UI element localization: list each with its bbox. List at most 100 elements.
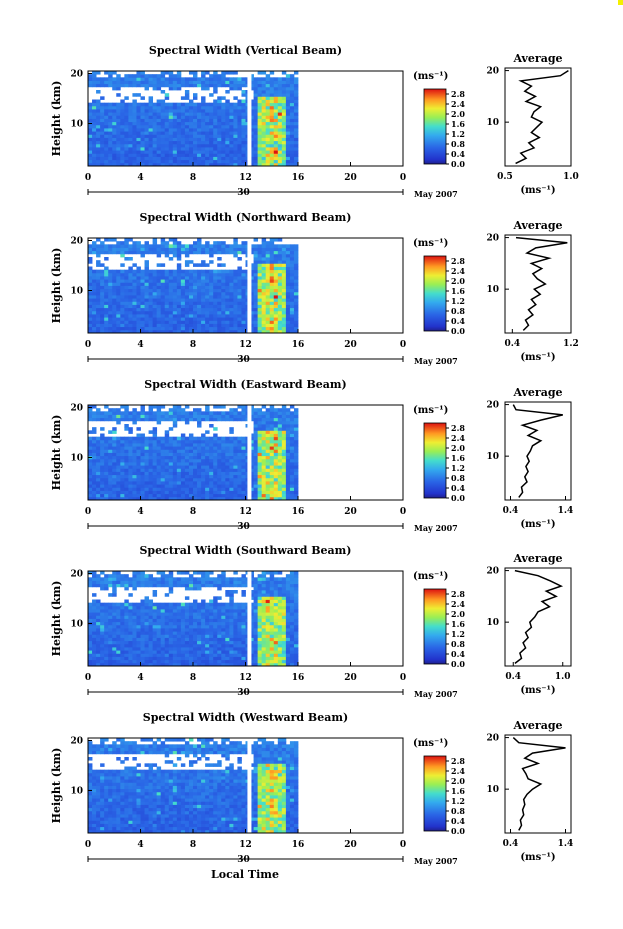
heatmap-cell [104,105,109,110]
heatmap-cell [277,420,283,425]
heatmap-cell [225,650,230,654]
heatmap-cell [168,417,174,422]
heatmap-cell [269,304,275,309]
heatmap-cell [289,326,295,331]
heatmap-cell [201,272,206,277]
heatmap-cell [273,118,279,123]
heatmap-cell [172,80,178,85]
heatmap-cell [96,320,101,324]
heatmap-cell [136,93,141,97]
heatmap-cell [285,320,291,324]
heatmap-cell [289,143,295,148]
heatmap-cell [168,250,174,255]
heatmap-cell [136,449,141,453]
heatmap-cell [293,417,299,422]
heatmap-cell [269,269,275,274]
heatmap-cell [221,250,226,255]
heatmap-cell [172,637,178,642]
heatmap-cell [273,637,279,642]
heatmap-cell [116,285,121,290]
heatmap-cell [197,637,202,642]
heatmap-cell [144,162,149,167]
heatmap-cell [269,298,275,302]
heatmap-cell [108,156,113,161]
heatmap-cell [261,272,267,277]
heatmap-cell [136,621,141,626]
heatmap-cell [261,650,267,654]
heatmap-cell [221,650,226,654]
heatmap-cell [257,471,263,476]
heatmap-cell [156,162,162,167]
heatmap-cell [193,263,198,267]
heatmap-cell [265,477,271,482]
heatmap-cell [100,96,105,100]
heatmap-cell [172,295,178,299]
heatmap-cell [289,291,295,296]
heatmap-cell [205,263,210,267]
heatmap-cell [128,140,133,145]
heatmap-cell [100,656,105,661]
heatmap-cell [225,112,230,116]
heatmap-cell [213,134,218,138]
heatmap-cell [249,465,254,469]
heatmap-cell [184,291,190,296]
heatmap-cell [144,105,149,110]
heatmap-cell [281,77,287,81]
heatmap-cell [112,140,117,145]
heatmap-cell [261,307,267,312]
heatmap-cell [281,137,287,142]
heatmap-cell [221,443,226,447]
heatmap-cell [168,656,174,661]
heatmap-cell [277,295,283,299]
heatmap-cell [229,121,234,126]
heatmap-cell [237,621,242,626]
heatmap-cell [184,468,190,472]
heatmap-cell [257,420,263,425]
heatmap-cell [148,618,154,623]
heatmap-cell [229,662,234,667]
heatmap-cell [108,468,113,472]
heatmap-cell [213,282,218,286]
heatmap-cell [104,298,109,302]
heatmap-cell [273,320,279,324]
heatmap-cell [92,241,97,245]
heatmap-cell [221,307,226,312]
heatmap-cell [233,484,238,488]
heatmap-cell [156,408,162,412]
heatmap-cell [205,282,210,286]
heatmap-cell [193,71,198,75]
heatmap-cell [273,282,279,286]
heatmap-cell [217,128,222,132]
heatmap-cell [116,150,121,154]
heatmap-cell [233,436,238,441]
heatmap-cell [100,118,105,123]
heatmap-cell [104,162,109,167]
heatmap-cell [164,314,170,318]
heatmap-cell [112,634,117,638]
heatmap-cell [265,159,271,164]
heatmap-cell [128,634,133,638]
heatmap-cell [261,323,267,328]
heatmap-cell [201,153,206,157]
heatmap-cell [104,490,109,495]
heatmap-cell [180,414,186,419]
heatmap-cell [116,134,121,138]
heatmap-cell [293,411,299,415]
heatmap-cell [193,269,198,274]
heatmap-cell [116,455,121,460]
heatmap-cell [201,452,206,457]
heatmap-cell [156,253,162,258]
heatmap-cell [112,449,117,453]
heatmap-cell [285,244,291,248]
heatmap-cell [184,137,190,142]
heatmap-cell [209,634,214,638]
heatmap-cell [184,650,190,654]
heatmap-cell [265,140,271,145]
heatmap-cell [261,269,267,274]
heatmap-cell [209,621,214,626]
heatmap-cell [249,443,254,447]
heatmap-cell [132,279,137,283]
heatmap-cell [132,436,137,441]
heatmap-cell [237,159,242,164]
heatmap-cell [201,288,206,293]
